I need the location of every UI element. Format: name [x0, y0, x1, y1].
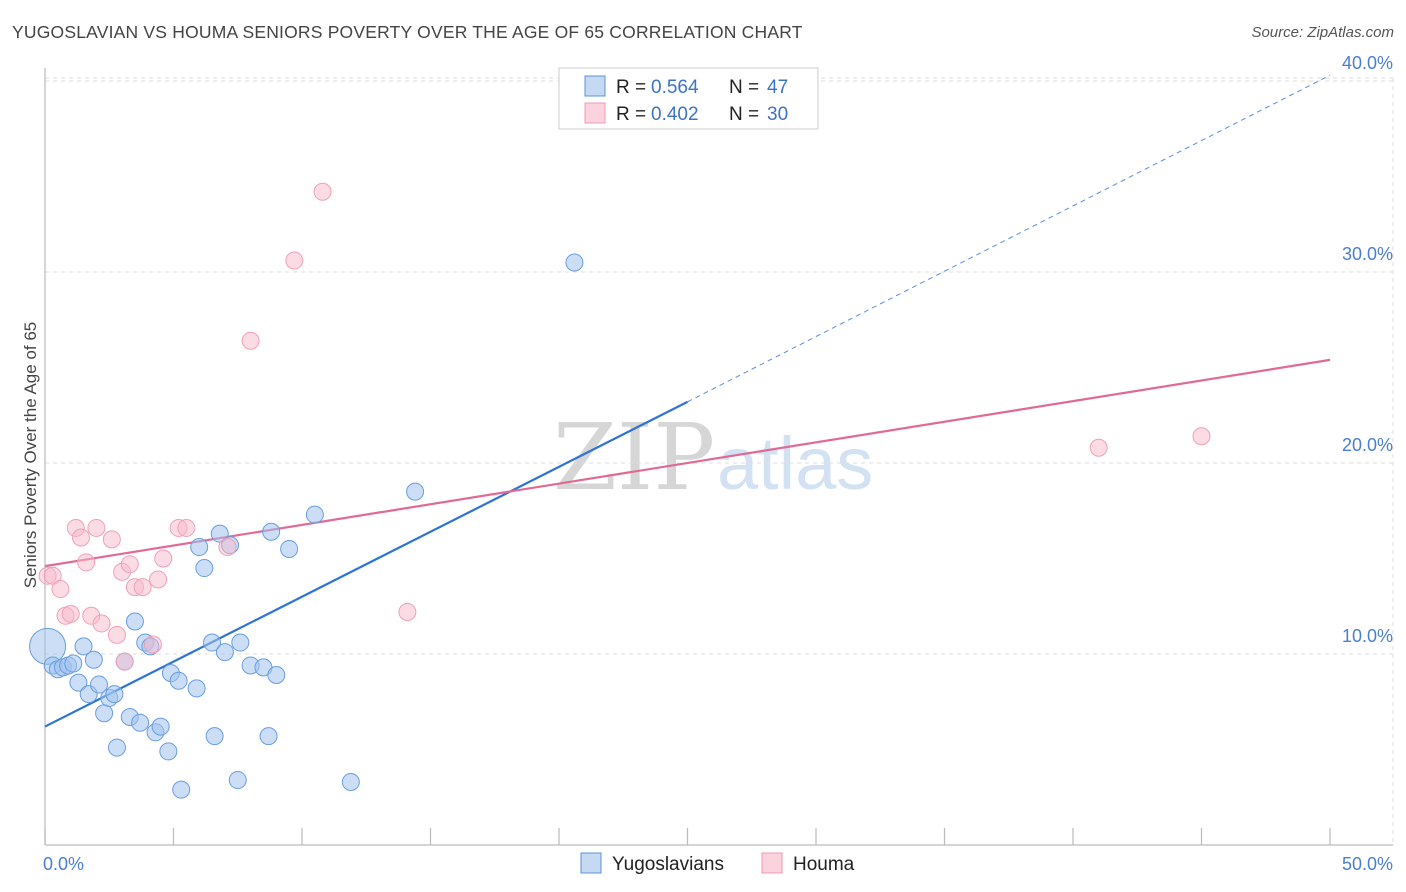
point-yugoslavians-45 [406, 482, 425, 501]
stats-legend-r-label-2: R = [616, 104, 646, 125]
trend-line-yugoslavians [44, 400, 688, 728]
point-houma-11 [102, 530, 121, 549]
series-legend-label-yugoslavians: Yugoslavians [612, 854, 724, 875]
y-axis-label: Seniors Poverty Over the Age of 65 [21, 322, 40, 588]
point-yugoslavians-27 [187, 679, 206, 698]
point-houma-4 [61, 604, 80, 623]
watermark-zip: ZIP [553, 404, 715, 511]
source-credit: Source: ZipAtlas.com [1251, 24, 1394, 41]
point-houma-2 [51, 580, 70, 599]
point-yugoslavians-33 [215, 643, 234, 662]
point-houma-23 [218, 538, 237, 557]
point-yugoslavians-42 [280, 539, 299, 558]
point-yugoslavians-14 [107, 738, 126, 757]
chart-title: YUGOSLAVIAN VS HOUMA SENIORS POVERTY OVE… [12, 22, 803, 42]
point-houma-7 [77, 553, 96, 572]
trend-line-houma [44, 358, 1331, 568]
stats-legend-swatch-houma [584, 102, 606, 124]
point-yugoslavians-22 [151, 717, 170, 736]
point-yugoslavians-17 [125, 612, 144, 631]
point-houma-17 [133, 578, 152, 597]
point-houma-24 [241, 331, 260, 350]
point-yugoslavians-5 [64, 654, 83, 673]
x-tick-label-min: 0.0% [43, 854, 84, 874]
point-yugoslavians-25 [169, 671, 188, 690]
point-yugoslavians-36 [231, 633, 250, 652]
point-houma-20 [154, 549, 173, 568]
trend-lines [44, 74, 1331, 728]
point-houma-27 [398, 602, 417, 621]
point-yugoslavians-11 [95, 704, 114, 723]
stats-legend-n-value-1: 47 [767, 77, 788, 98]
series-legend-label-houma: Houma [793, 854, 855, 875]
point-houma-14 [115, 652, 134, 671]
data-points [29, 182, 1211, 799]
point-yugoslavians-39 [259, 727, 278, 746]
point-yugoslavians-29 [195, 559, 214, 578]
x-tick-label-max: 50.0% [1342, 854, 1393, 874]
point-houma-1 [43, 566, 62, 585]
point-yugoslavians-40 [262, 522, 281, 541]
series-legend: Yugoslavians Houma [580, 852, 855, 875]
point-houma-10 [92, 614, 111, 633]
point-yugoslavians-6 [69, 673, 88, 692]
stats-legend-n-value-2: 30 [767, 104, 788, 125]
point-yugoslavians-9 [84, 650, 103, 669]
point-yugoslavians-43 [305, 505, 324, 524]
stats-legend: R = 0.564 N = 47 R = 0.402 N = 30 [558, 67, 819, 130]
y-tick-label-3: 40.0% [1342, 53, 1393, 73]
point-yugoslavians-18 [131, 713, 150, 732]
point-houma-26 [313, 182, 332, 201]
point-yugoslavians-26 [172, 780, 191, 799]
series-legend-swatch-yugoslavians [580, 852, 602, 874]
y-tick-label-0: 10.0% [1342, 626, 1393, 646]
point-yugoslavians-13 [105, 685, 124, 704]
point-yugoslavians-30 [203, 633, 222, 652]
point-yugoslavians-7 [74, 637, 93, 656]
point-yugoslavians-44 [341, 772, 360, 791]
point-houma-19 [149, 570, 168, 589]
point-houma-9 [87, 518, 106, 537]
stats-legend-n-label-2: N = [729, 104, 759, 125]
point-houma-18 [143, 635, 162, 654]
y-tick-label-1: 20.0% [1342, 435, 1393, 455]
stats-legend-r-value-1: 0.564 [651, 77, 699, 98]
point-houma-12 [107, 625, 126, 644]
point-yugoslavians-31 [205, 727, 224, 746]
point-yugoslavians-46 [565, 253, 584, 272]
point-yugoslavians-10 [89, 675, 108, 694]
point-houma-6 [71, 528, 90, 547]
point-houma-29 [1192, 427, 1211, 446]
stats-legend-n-label-1: N = [729, 77, 759, 98]
stats-legend-r-label-1: R = [616, 77, 646, 98]
stats-legend-swatch-yugoslavians [584, 75, 606, 97]
stats-legend-r-value-2: 0.402 [651, 104, 699, 125]
watermark-atlas: atlas [717, 422, 873, 505]
y-tick-labels: 10.0% 20.0% 30.0% 40.0% [1342, 53, 1393, 646]
point-yugoslavians-35 [228, 771, 247, 790]
point-houma-28 [1089, 438, 1108, 457]
point-yugoslavians-23 [159, 742, 178, 761]
point-yugoslavians-41 [267, 666, 286, 685]
axes [44, 68, 1393, 846]
point-houma-15 [120, 555, 139, 574]
point-houma-25 [285, 251, 304, 270]
point-houma-22 [177, 518, 196, 537]
trend-line-extension-yugoslavians [687, 74, 1331, 403]
y-tick-label-2: 30.0% [1342, 244, 1393, 264]
point-yugoslavians-32 [210, 524, 229, 543]
point-yugoslavians-28 [190, 538, 209, 557]
series-legend-swatch-houma [761, 852, 783, 874]
